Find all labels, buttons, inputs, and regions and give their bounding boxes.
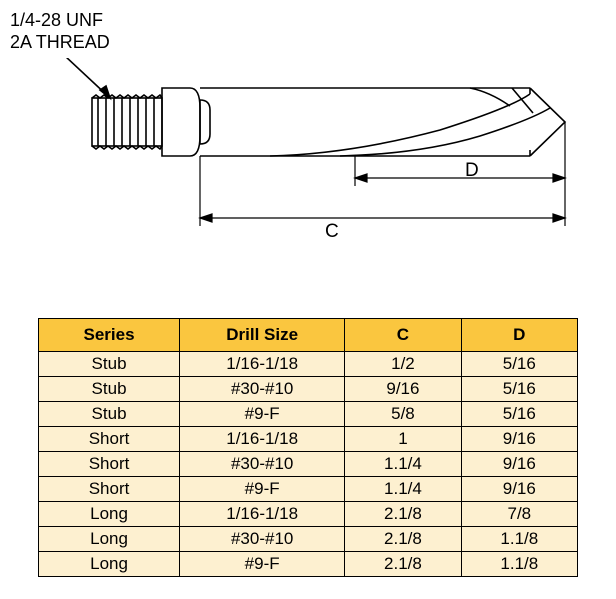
dim-d-label: D [465, 160, 479, 182]
table-row: Long1/16-1/182.1/87/8 [39, 502, 578, 527]
table-cell: 5/16 [461, 352, 577, 377]
thread-label-line2: 2A THREAD [10, 32, 110, 52]
table-cell: 9/16 [461, 427, 577, 452]
table-cell: Long [39, 502, 180, 527]
table-row: Short#9-F1.1/49/16 [39, 477, 578, 502]
table-cell: Stub [39, 402, 180, 427]
col-drill: Drill Size [180, 319, 345, 352]
table-cell: 5/16 [461, 377, 577, 402]
table-cell: Long [39, 552, 180, 577]
table-cell: #30-#10 [180, 377, 345, 402]
table-cell: 2.1/8 [345, 527, 461, 552]
table-cell: Short [39, 427, 180, 452]
table-cell: #9-F [180, 477, 345, 502]
drill-diagram: D C [10, 58, 590, 258]
table-body: Stub1/16-1/181/25/16Stub#30-#109/165/16S… [39, 352, 578, 577]
dim-c-label: C [325, 221, 339, 243]
table-row: Long#9-F2.1/81.1/8 [39, 552, 578, 577]
table-row: Stub#30-#109/165/16 [39, 377, 578, 402]
table-cell: 2.1/8 [345, 502, 461, 527]
table-cell: Short [39, 452, 180, 477]
table-row: Stub1/16-1/181/25/16 [39, 352, 578, 377]
table-cell: #30-#10 [180, 452, 345, 477]
table-cell: 1/16-1/18 [180, 352, 345, 377]
table-cell: 9/16 [461, 477, 577, 502]
table-cell: Stub [39, 352, 180, 377]
table-cell: 1/2 [345, 352, 461, 377]
table-cell: 1 [345, 427, 461, 452]
table-cell: 1.1/4 [345, 452, 461, 477]
table-cell: 1.1/8 [461, 527, 577, 552]
col-c: C [345, 319, 461, 352]
table-cell: 5/16 [461, 402, 577, 427]
table-cell: 7/8 [461, 502, 577, 527]
table-cell: 2.1/8 [345, 552, 461, 577]
table-row: Short#30-#101.1/49/16 [39, 452, 578, 477]
table-cell: 1/16-1/18 [180, 427, 345, 452]
table-cell: #9-F [180, 402, 345, 427]
table-row: Long#30-#102.1/81.1/8 [39, 527, 578, 552]
table-cell: 5/8 [345, 402, 461, 427]
table-cell: Short [39, 477, 180, 502]
thread-label-line1: 1/4-28 UNF [10, 10, 103, 30]
table-row: Short1/16-1/1819/16 [39, 427, 578, 452]
table-cell: Long [39, 527, 180, 552]
table-cell: 1/16-1/18 [180, 502, 345, 527]
table-row: Stub#9-F5/85/16 [39, 402, 578, 427]
table-cell: 1.1/8 [461, 552, 577, 577]
table-cell: Stub [39, 377, 180, 402]
table-header-row: Series Drill Size C D [39, 319, 578, 352]
table-cell: #30-#10 [180, 527, 345, 552]
col-d: D [461, 319, 577, 352]
table-cell: 9/16 [461, 452, 577, 477]
thread-label: 1/4-28 UNF 2A THREAD [10, 10, 606, 53]
spec-table: Series Drill Size C D Stub1/16-1/181/25/… [38, 318, 578, 577]
table-cell: #9-F [180, 552, 345, 577]
table-cell: 9/16 [345, 377, 461, 402]
table-cell: 1.1/4 [345, 477, 461, 502]
col-series: Series [39, 319, 180, 352]
drill-svg [10, 58, 590, 258]
